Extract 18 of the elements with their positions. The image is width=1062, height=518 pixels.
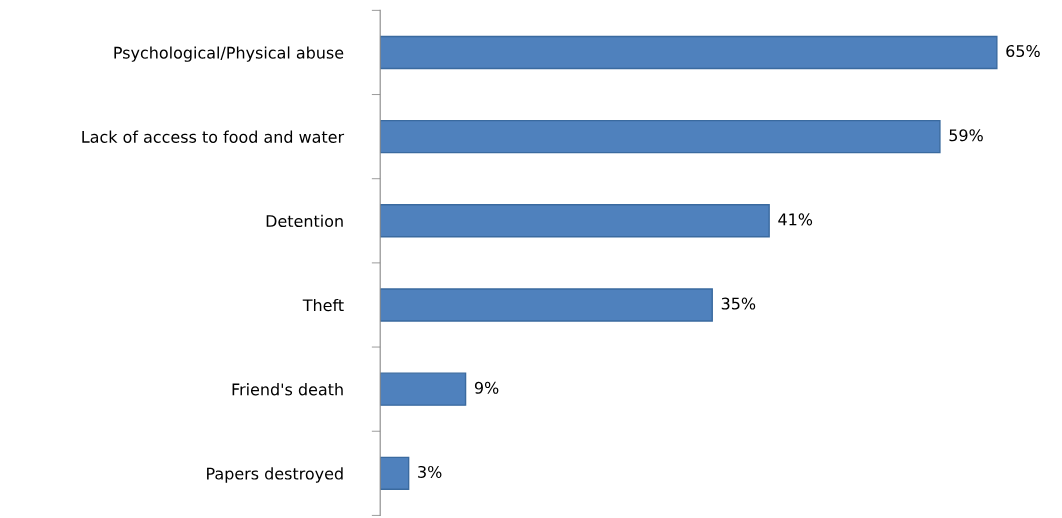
data-label: 41% xyxy=(778,213,813,226)
bar xyxy=(380,456,410,491)
y-tick-label: Theft xyxy=(302,298,344,312)
y-tick-label: Detention xyxy=(266,214,343,228)
bar xyxy=(380,372,467,406)
data-label: 9% xyxy=(474,381,499,394)
y-tick-label: Friend's death xyxy=(232,383,343,396)
data-label: 35% xyxy=(721,297,756,310)
bar xyxy=(380,288,713,322)
bar xyxy=(380,204,770,238)
data-label: 3% xyxy=(418,465,442,478)
bar xyxy=(380,35,998,70)
y-tick-label: Papers destroyed xyxy=(207,467,343,483)
bar xyxy=(380,119,941,154)
data-label: 65% xyxy=(1006,45,1040,58)
data-label: 59% xyxy=(949,129,983,142)
y-tick-label: Psychological/Physical abuse xyxy=(114,46,344,62)
y-tick-label: Lack of access to food and water xyxy=(82,130,345,143)
